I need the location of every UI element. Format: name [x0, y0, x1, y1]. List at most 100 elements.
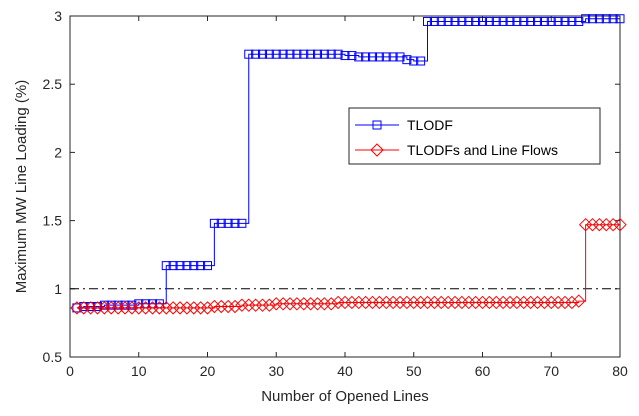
data-point	[526, 16, 536, 26]
data-point	[588, 14, 597, 24]
data-point	[537, 295, 552, 310]
data-point	[187, 301, 201, 315]
data-point	[423, 16, 432, 26]
data-point	[262, 298, 277, 312]
data-point	[395, 52, 405, 62]
data-point	[331, 295, 345, 310]
data-point	[306, 49, 316, 59]
data-point	[407, 295, 421, 310]
data-point	[505, 16, 515, 26]
data-point	[450, 16, 460, 26]
data-point	[427, 295, 442, 310]
data-point	[523, 295, 538, 310]
data-point	[434, 295, 448, 310]
data-point	[462, 295, 476, 310]
data-point	[196, 261, 206, 271]
data-point	[209, 218, 219, 228]
data-point	[242, 298, 256, 312]
data-point	[393, 295, 407, 310]
data-point	[491, 16, 501, 26]
data-point	[285, 49, 295, 59]
data-point	[255, 298, 270, 312]
data-point	[388, 52, 398, 62]
data-point	[409, 56, 419, 66]
legend-marker-swatch	[372, 120, 382, 130]
data-point	[608, 14, 618, 24]
data-point	[83, 301, 98, 315]
y-axis-title: Maximum MW Line Loading (%)	[13, 80, 30, 293]
data-point	[358, 295, 373, 310]
data-point	[544, 295, 558, 310]
data-point	[455, 295, 469, 310]
data-point	[326, 49, 336, 59]
data-point	[567, 16, 577, 26]
data-point	[413, 295, 428, 310]
data-point	[572, 294, 586, 308]
data-point	[436, 16, 446, 26]
data-point	[223, 218, 233, 228]
x-tick-label: 50	[406, 363, 422, 379]
data-point	[368, 52, 377, 62]
series-line	[76, 18, 620, 309]
data-point	[251, 49, 261, 59]
data-point	[578, 217, 593, 232]
data-point	[551, 295, 565, 310]
data-point	[478, 16, 487, 26]
data-point	[372, 295, 387, 310]
legend-marker-swatch	[370, 143, 384, 157]
data-point	[546, 16, 556, 26]
x-tick-label: 0	[66, 363, 74, 379]
data-point	[278, 49, 288, 59]
data-point	[560, 16, 570, 26]
data-point	[333, 49, 343, 59]
data-point	[269, 297, 283, 311]
data-point	[482, 295, 497, 310]
data-point	[271, 49, 281, 59]
data-point	[221, 299, 235, 314]
data-point	[441, 295, 455, 310]
x-tick-label: 60	[475, 363, 491, 379]
data-point	[104, 301, 118, 315]
data-point	[338, 295, 352, 310]
data-point	[244, 49, 254, 59]
data-point	[203, 261, 212, 271]
data-point	[613, 217, 627, 232]
data-point	[230, 218, 240, 228]
data-point	[324, 297, 338, 311]
legend-box	[348, 107, 601, 165]
data-point	[352, 295, 366, 310]
data-point	[118, 301, 132, 315]
data-point	[594, 14, 604, 24]
y-tick-label: 3	[54, 8, 62, 24]
data-point	[189, 261, 199, 271]
data-point	[175, 261, 185, 271]
data-point	[340, 51, 350, 61]
data-point	[581, 14, 591, 24]
data-point	[484, 16, 494, 26]
data-point	[193, 301, 208, 315]
data-point	[347, 51, 357, 61]
data-point	[592, 217, 607, 232]
legend-items: TLODF TLODFs and Line Flows	[355, 117, 558, 158]
series-2	[70, 217, 627, 315]
x-tick-label: 30	[268, 363, 284, 379]
data-point	[258, 49, 267, 59]
data-point	[310, 297, 325, 311]
data-point	[97, 301, 112, 315]
data-point	[585, 217, 600, 232]
x-tick-label: 10	[131, 363, 147, 379]
data-point	[70, 301, 84, 315]
legend: TLODF TLODFs and Line Flows	[348, 107, 601, 165]
data-point	[214, 299, 228, 314]
data-point	[374, 52, 384, 62]
x-tick-label: 40	[337, 363, 353, 379]
data-point	[173, 301, 187, 315]
data-point	[276, 297, 290, 311]
data-point	[420, 295, 435, 310]
tick-labels-layer: 0 10 20 30 40 50 60 70 80 0.5 1 1.5 2 2.5 3	[43, 8, 628, 379]
data-point	[533, 16, 542, 26]
legend-entry-1: TLODF	[355, 117, 453, 133]
data-point	[111, 301, 125, 315]
data-point	[248, 298, 263, 312]
